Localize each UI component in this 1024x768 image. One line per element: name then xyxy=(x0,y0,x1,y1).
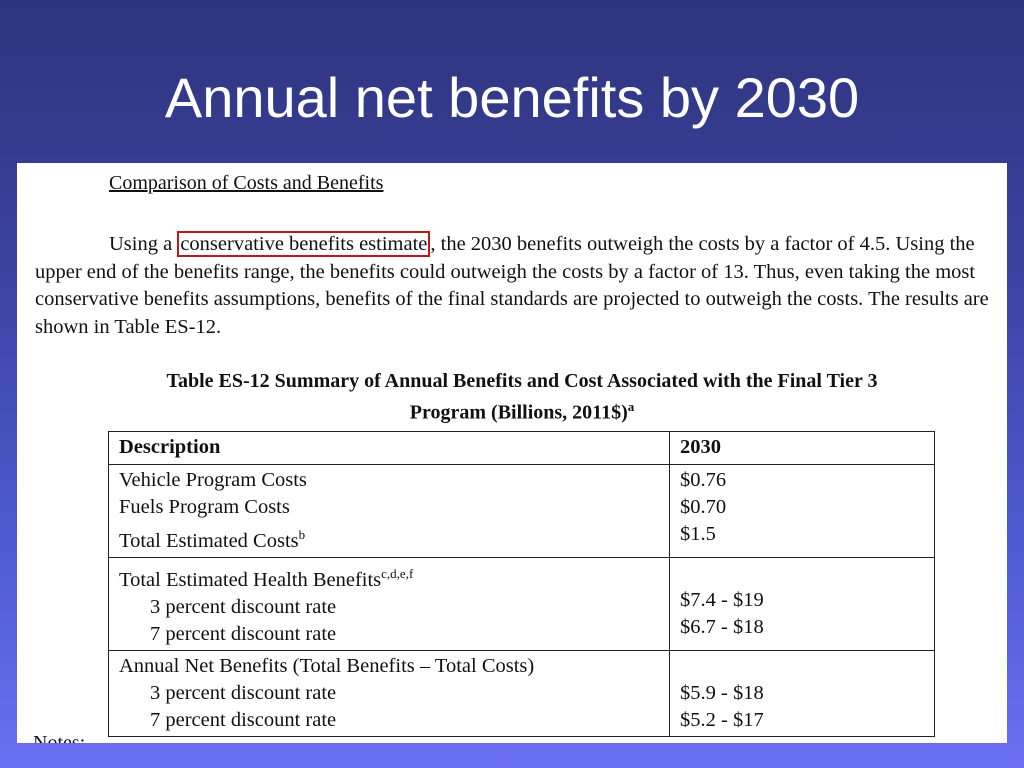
row-label: Fuels Program Costs xyxy=(119,496,290,518)
footnote-marker: c,d,e,f xyxy=(381,565,414,581)
group-heading: Total Estimated Health Benefitsc,d,e,f xyxy=(119,565,414,591)
row-label: 7 percent discount rate xyxy=(150,622,337,645)
table-row-costs: Vehicle Program Costs Fuels Program Cost… xyxy=(108,464,935,558)
document-image: Comparison of Costs and Benefits Using a… xyxy=(17,163,1007,743)
row-label: Total Estimated Costsb xyxy=(119,527,306,552)
paragraph-text-before: Using a xyxy=(109,233,178,255)
slide-title: Annual net benefits by 2030 xyxy=(164,66,860,129)
section-heading: Comparison of Costs and Benefits xyxy=(109,172,384,194)
benefits-value-cell: $7.4 - $19 $6.7 - $18 xyxy=(669,556,935,651)
table-caption: Table ES-12 Summary of Annual Benefits a… xyxy=(47,368,997,426)
costs-description-cell: Vehicle Program Costs Fuels Program Cost… xyxy=(108,464,670,558)
costs-value-cell: $0.76 $0.70 $1.5 xyxy=(669,464,935,558)
highlighted-phrase: conservative benefits estimate xyxy=(177,231,431,257)
header-description: Description xyxy=(108,431,670,465)
net-benefits-description-cell: Annual Net Benefits (Total Benefits – To… xyxy=(108,649,670,737)
row-value: $0.76 xyxy=(680,469,727,491)
table-row-benefits: Total Estimated Health Benefitsc,d,e,f 3… xyxy=(108,556,935,651)
table-caption-footnote: a xyxy=(627,399,635,414)
row-value: $1.5 xyxy=(680,523,716,545)
paragraph-text-after: , the 2030 benefits outweigh the costs b… xyxy=(35,233,989,338)
benefits-description-cell: Total Estimated Health Benefitsc,d,e,f 3… xyxy=(108,556,670,651)
row-label: Vehicle Program Costs xyxy=(119,469,307,491)
row-value: $5.9 - $18 xyxy=(680,681,764,704)
table-row-net-benefits: Annual Net Benefits (Total Benefits – To… xyxy=(108,649,935,737)
footnote-marker: b xyxy=(298,527,306,542)
row-value: $7.4 - $19 xyxy=(680,588,764,611)
table-caption-line2: Program (Billions, 2011$)a xyxy=(409,399,635,424)
net-benefits-value-cell: $5.9 - $18 $5.2 - $17 xyxy=(669,649,935,737)
table-header-row: Description 2030 xyxy=(108,431,935,465)
group-heading: Annual Net Benefits (Total Benefits – To… xyxy=(119,654,535,677)
notes-label: Notes: xyxy=(33,732,86,743)
row-label: 7 percent discount rate xyxy=(150,708,337,731)
row-label: 3 percent discount rate xyxy=(150,681,337,704)
header-2030: 2030 xyxy=(669,431,935,465)
body-paragraph: Using a conservative benefits estimate, … xyxy=(35,231,997,341)
row-label: 3 percent discount rate xyxy=(150,595,337,618)
row-value: $6.7 - $18 xyxy=(680,615,764,638)
table-caption-line1: Table ES-12 Summary of Annual Benefits a… xyxy=(166,370,878,392)
row-value: $5.2 - $17 xyxy=(680,708,764,731)
row-value: $0.70 xyxy=(680,496,727,518)
summary-table: Description 2030 Vehicle Program Costs F… xyxy=(108,431,935,737)
